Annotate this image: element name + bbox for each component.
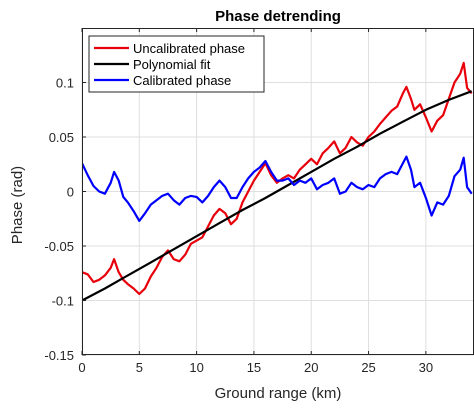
- x-tick-labels: 0 5 10 15 20 25 30: [78, 360, 433, 375]
- x-tick-label: 15: [247, 360, 261, 375]
- x-axis-label: Ground range (km): [215, 385, 342, 402]
- series-line-polynomial-fit: [82, 90, 473, 302]
- y-tick-label: 0: [67, 185, 74, 200]
- y-tick-label: -0.1: [52, 294, 74, 309]
- x-tick-label: 5: [136, 360, 143, 375]
- legend-label-calibrated-phase: Calibrated phase: [133, 73, 231, 88]
- x-tick-label: 30: [419, 360, 433, 375]
- legend-label-uncalibrated-phase: Uncalibrated phase: [133, 41, 245, 56]
- x-tick-label: 20: [304, 360, 318, 375]
- y-tick-label: 0.05: [49, 130, 74, 145]
- y-tick-label: -0.15: [44, 348, 74, 363]
- series-line-calibrated-phase: [82, 155, 473, 222]
- x-tick-label: 25: [361, 360, 375, 375]
- chart-title: Phase detrending: [215, 8, 341, 25]
- x-tick-label: 10: [189, 360, 203, 375]
- y-axis-label: Phase (rad): [9, 166, 26, 244]
- x-tick-label: 0: [78, 360, 85, 375]
- y-tick-label: -0.05: [44, 239, 74, 254]
- y-tick-labels: -0.15 -0.1 -0.05 0 0.05 0.1: [44, 76, 74, 364]
- y-tick-label: 0.1: [56, 76, 74, 91]
- tick-marks: [81, 28, 427, 356]
- series-layer: [82, 61, 473, 302]
- legend-label-polynomial-fit: Polynomial fit: [133, 57, 211, 72]
